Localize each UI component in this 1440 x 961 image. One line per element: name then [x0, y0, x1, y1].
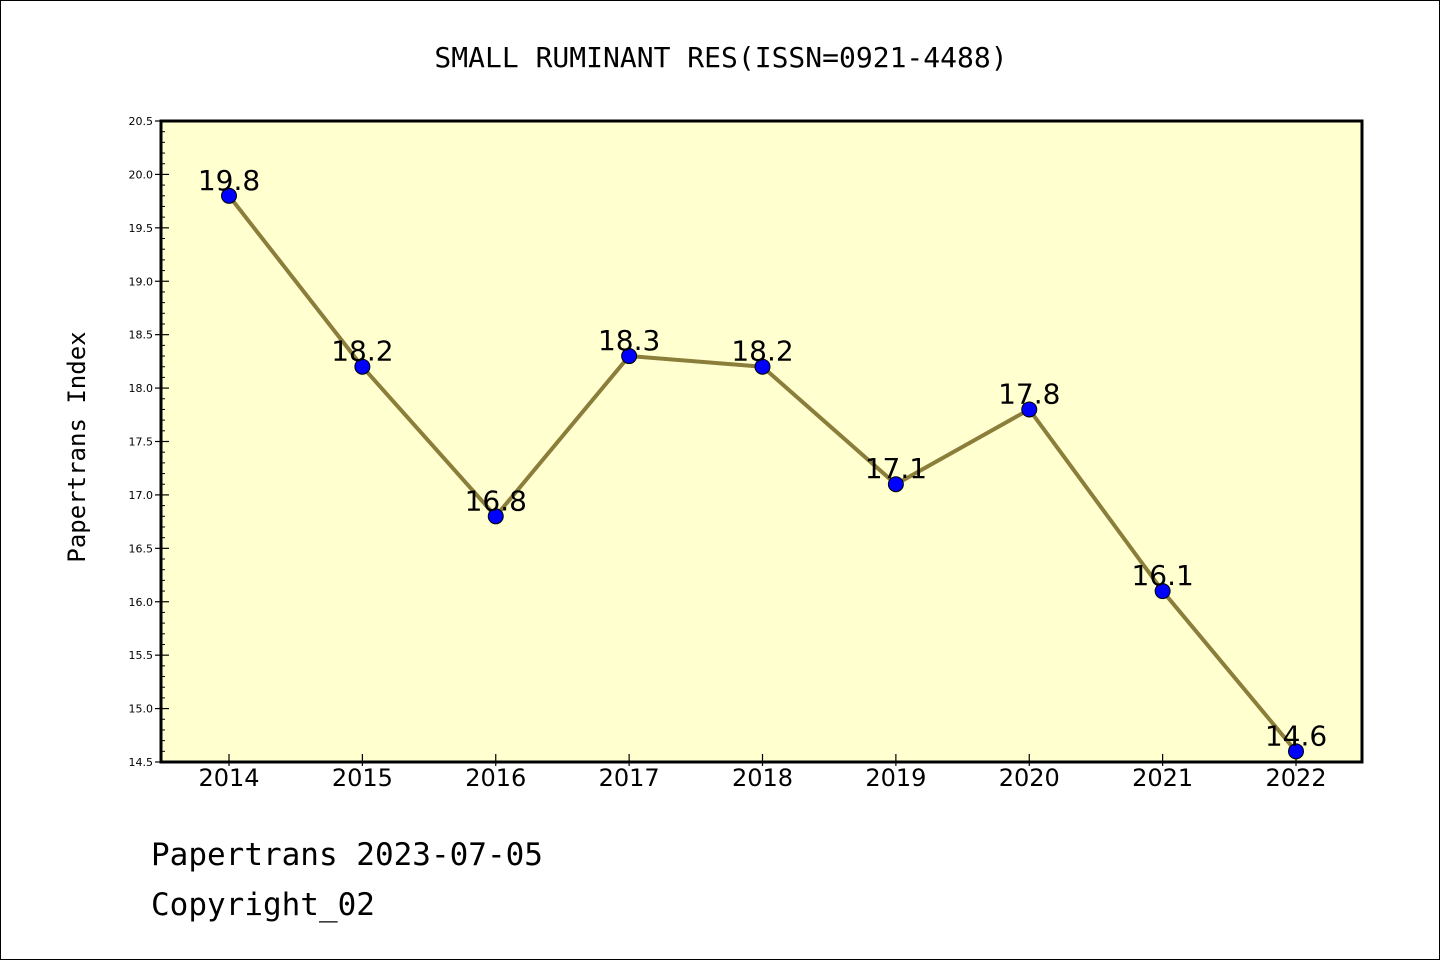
data-label: 16.1 — [1131, 559, 1193, 592]
x-tick-label: 2014 — [198, 764, 259, 792]
x-tick-label: 2017 — [599, 764, 660, 792]
data-labels: 19.8 18.2 16.8 18.3 18.2 17.1 17.8 16.1 14.6 — [198, 164, 1327, 753]
data-point — [1021, 401, 1038, 418]
y-tick-label: 17.5 — [129, 436, 154, 449]
data-markers — [221, 187, 1304, 760]
footer-date: Papertrans 2023-07-05 — [151, 837, 543, 873]
y-axis-label: Papertrans Index — [63, 331, 91, 562]
data-label: 18.2 — [731, 335, 793, 368]
x-tick-label: 2021 — [1132, 764, 1193, 792]
data-point — [621, 348, 638, 365]
data-label: 18.3 — [598, 324, 660, 357]
data-point — [1154, 583, 1171, 600]
y-minor-ticks — [161, 131, 165, 752]
x-axis: 2014 2015 2016 2017 2018 2019 2020 2021 2022 — [198, 754, 1327, 792]
y-tick-label: 19.5 — [129, 222, 154, 235]
footer-copyright: Copyright_02 — [151, 887, 375, 923]
data-label: 18.2 — [331, 335, 393, 368]
x-tick-label: 2016 — [465, 764, 526, 792]
y-tick-label: 19.0 — [129, 275, 154, 288]
data-point — [354, 358, 371, 375]
y-tick-label: 15.0 — [129, 703, 154, 716]
y-axis: 14.5 15.0 15.5 16.0 16.5 17.0 17.5 18.0 18.5 19.0… — [129, 115, 169, 769]
y-tick-label: 20.5 — [129, 115, 154, 128]
data-label: 17.8 — [998, 377, 1060, 410]
data-point — [1288, 743, 1304, 760]
data-label: 19.8 — [198, 164, 260, 197]
y-tick-label: 15.5 — [129, 649, 154, 662]
data-point — [487, 508, 504, 525]
data-point — [887, 476, 904, 493]
y-tick-label: 14.5 — [129, 756, 154, 769]
data-label: 14.6 — [1265, 719, 1327, 752]
plot-area — [159, 119, 1364, 764]
data-point — [754, 358, 771, 375]
y-tick-label: 18.0 — [129, 382, 154, 395]
chart-title: SMALL RUMINANT RES(ISSN=0921-4488) — [434, 41, 1007, 74]
x-tick-label: 2022 — [1265, 764, 1326, 792]
data-point — [221, 187, 237, 204]
data-label: 16.8 — [465, 484, 527, 517]
y-tick-label: 17.0 — [129, 489, 154, 502]
data-label: 17.1 — [865, 452, 927, 485]
x-tick-label: 2019 — [865, 764, 926, 792]
y-tick-label: 20.0 — [129, 168, 154, 181]
y-tick-label: 16.0 — [129, 596, 154, 609]
x-tick-label: 2018 — [732, 764, 793, 792]
x-tick-label: 2020 — [999, 764, 1060, 792]
y-tick-label: 16.5 — [129, 542, 154, 555]
y-tick-label: 18.5 — [129, 329, 154, 342]
x-tick-label: 2015 — [332, 764, 393, 792]
